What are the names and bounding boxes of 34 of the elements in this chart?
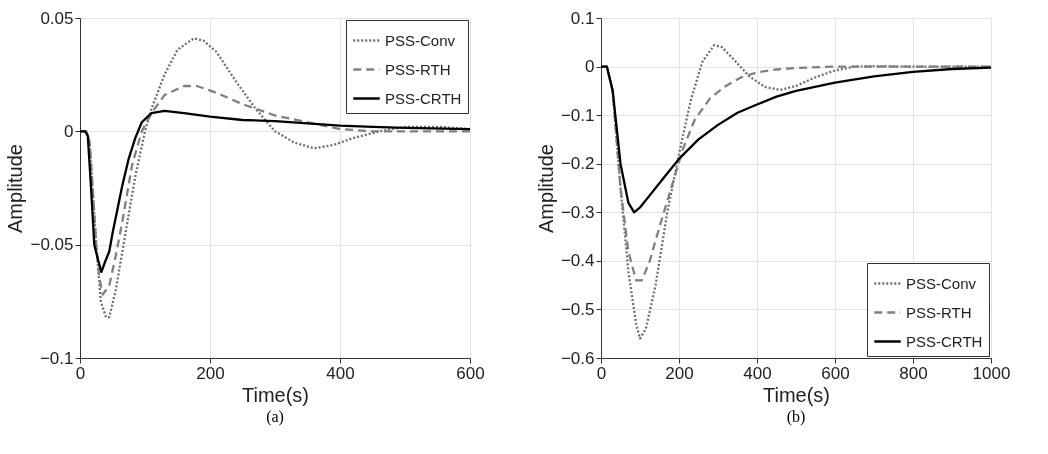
x-axis-title: Time(s) [762,383,831,406]
y-tick-label: −0.3 [560,202,595,222]
x-tick-label: 1000 [972,363,1011,383]
y-tick-label: −0.2 [560,154,595,174]
line-series [601,65,991,214]
y-tick-label: 0 [64,121,74,141]
y-tick-label: 0 [585,57,595,77]
x-tick-label: 200 [665,363,694,383]
legend-label: PSS-Conv [906,274,977,292]
y-axis-title: Amplitude [534,144,557,233]
y-tick-label: 0.05 [40,8,74,28]
legend-label: PSS-CRTH [906,332,983,350]
x-tick-label: 400 [326,363,355,383]
x-axis-title: Time(s) [241,383,310,406]
x-tick-label: 400 [743,363,772,383]
y-axis-title: Amplitude [4,144,27,233]
y-tick-label: −0.1 [560,105,595,125]
legend-label: PSS-Conv [385,31,456,49]
x-tick-label: 800 [899,363,928,383]
x-tick-label: 600 [821,363,850,383]
line-series [80,109,470,274]
y-tick-label: −0.1 [39,348,74,368]
legend-label: PSS-RTH [385,60,451,78]
text: (a) [266,408,284,426]
y-tick-label: −0.5 [560,299,595,319]
legend-label: PSS-CRTH [385,89,462,107]
x-tick-label: 200 [196,363,225,383]
y-tick-label: 0.1 [570,8,595,28]
text: (b) [786,408,806,426]
x-tick-label: 600 [456,363,485,383]
y-tick-label: −0.05 [30,235,74,255]
y-tick-label: −0.4 [560,251,595,271]
legend-label: PSS-RTH [906,303,972,321]
y-tick-label: −0.6 [560,348,595,368]
